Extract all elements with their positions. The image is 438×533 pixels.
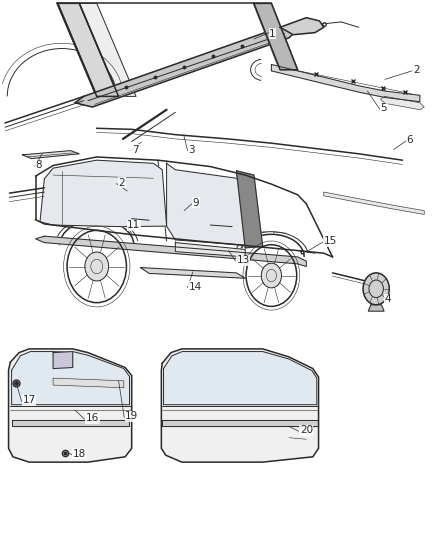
Polygon shape <box>12 419 130 426</box>
Text: 17: 17 <box>22 395 36 406</box>
Polygon shape <box>53 378 124 387</box>
Text: 8: 8 <box>35 160 42 171</box>
Text: 6: 6 <box>407 135 413 145</box>
Polygon shape <box>12 352 130 405</box>
Polygon shape <box>35 236 306 266</box>
Polygon shape <box>163 352 317 405</box>
Polygon shape <box>161 349 318 462</box>
Polygon shape <box>166 164 245 245</box>
Polygon shape <box>254 3 297 70</box>
Text: 20: 20 <box>300 425 313 435</box>
Text: 13: 13 <box>237 255 250 265</box>
Text: 2: 2 <box>119 177 125 188</box>
Polygon shape <box>175 243 245 257</box>
Polygon shape <box>75 27 297 107</box>
Polygon shape <box>272 64 420 102</box>
Circle shape <box>85 252 109 281</box>
Polygon shape <box>53 352 73 368</box>
Polygon shape <box>22 151 79 159</box>
Polygon shape <box>57 3 119 96</box>
Text: 7: 7 <box>132 144 138 155</box>
Text: 19: 19 <box>125 411 138 422</box>
Text: 18: 18 <box>73 449 86 458</box>
Text: 5: 5 <box>381 103 387 113</box>
Text: 9: 9 <box>193 198 199 208</box>
Text: 15: 15 <box>324 236 337 246</box>
Text: 14: 14 <box>188 282 201 292</box>
Text: 1: 1 <box>269 29 276 39</box>
Text: 11: 11 <box>127 220 141 230</box>
Polygon shape <box>9 349 132 462</box>
Polygon shape <box>324 192 424 214</box>
Text: 16: 16 <box>86 413 99 423</box>
Polygon shape <box>381 96 424 110</box>
Polygon shape <box>237 171 263 248</box>
Polygon shape <box>79 3 136 96</box>
Text: 4: 4 <box>385 294 392 304</box>
Polygon shape <box>40 160 166 227</box>
Polygon shape <box>141 268 245 278</box>
Polygon shape <box>368 305 384 311</box>
Text: 2: 2 <box>413 65 420 75</box>
Circle shape <box>363 273 389 305</box>
Text: 3: 3 <box>188 144 195 155</box>
Circle shape <box>261 263 282 288</box>
Polygon shape <box>280 18 324 35</box>
Polygon shape <box>162 419 318 426</box>
